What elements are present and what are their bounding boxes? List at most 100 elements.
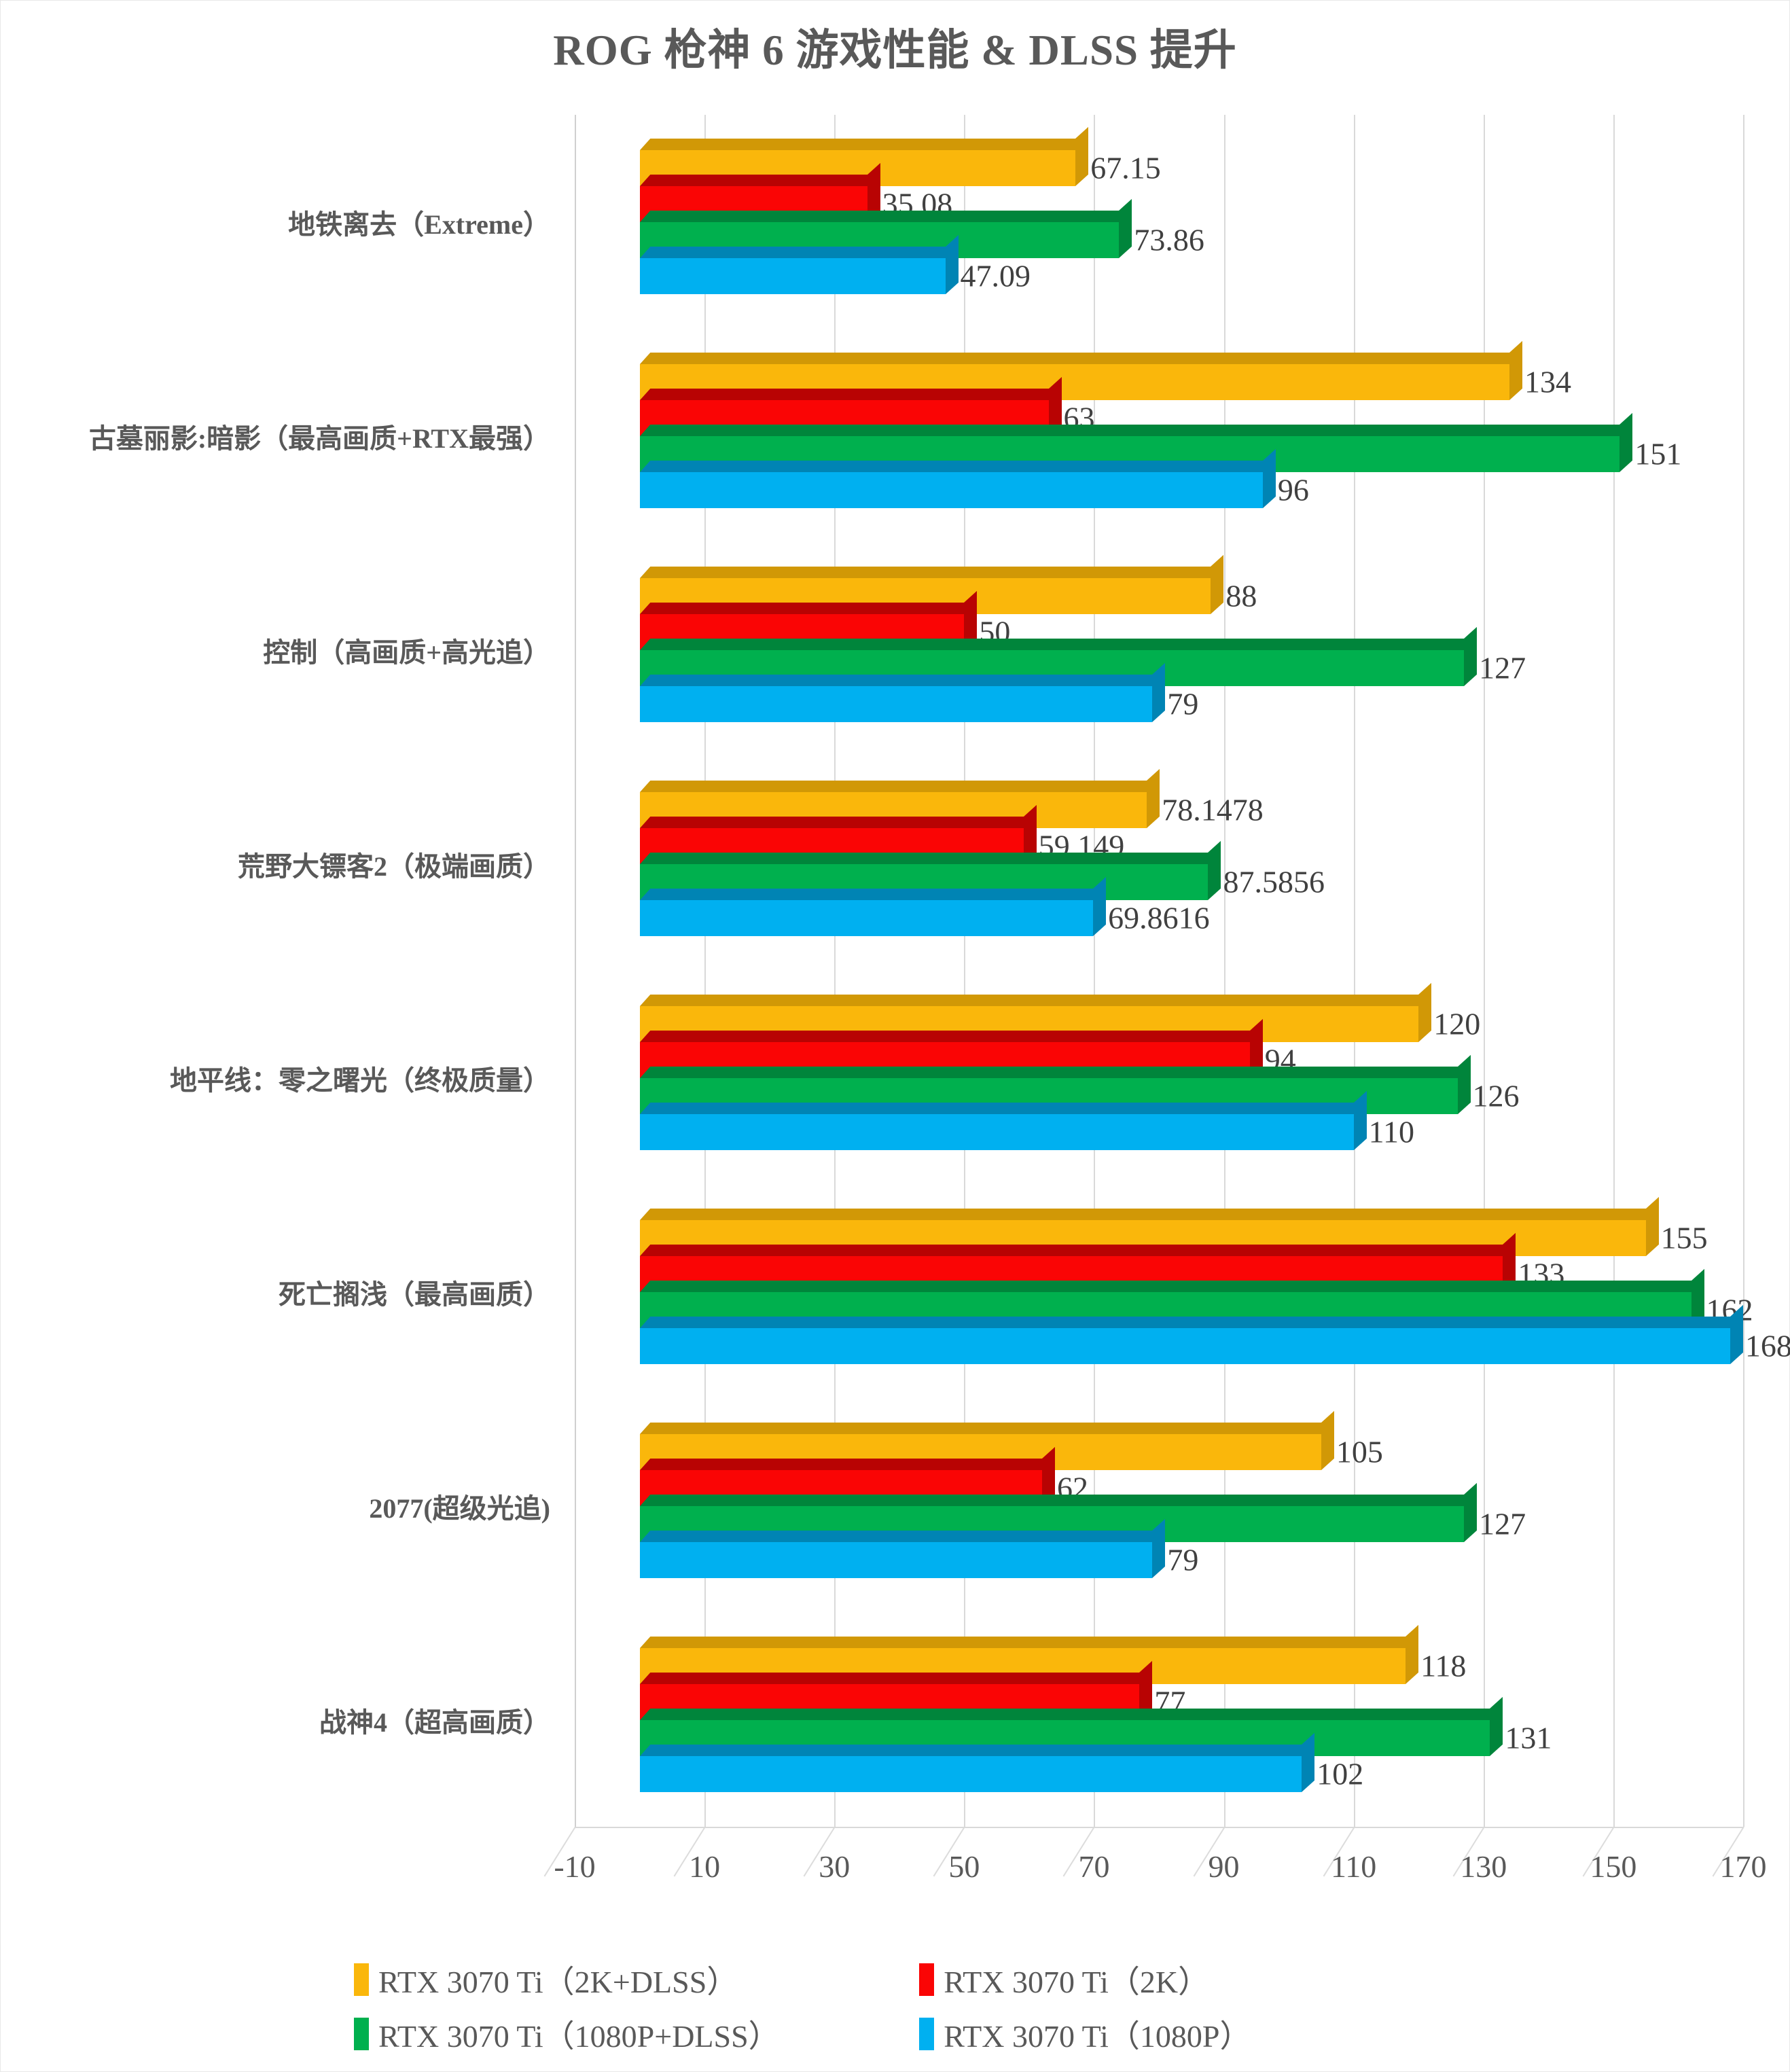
legend-item[interactable]: RTX 3070 Ti（1080P+DLSS） — [354, 2012, 888, 2056]
axis-floor-line — [575, 1827, 1743, 1828]
bar-top-face — [639, 816, 1035, 828]
x-tick-label: -10 — [554, 1849, 596, 1884]
bar[interactable]: 168 — [639, 1304, 1790, 1364]
bar[interactable]: 79 — [639, 662, 1198, 722]
x-tick-label: 110 — [1331, 1849, 1377, 1884]
legend-label: RTX 3070 Ti（2K） — [944, 1965, 1210, 1999]
bar-value-label: 131 — [1505, 1720, 1552, 1755]
bar-top-face — [639, 388, 1059, 400]
legend-item[interactable]: RTX 3070 Ti（2K+DLSS） — [354, 1957, 888, 2002]
bar-row: 110 — [575, 1090, 1743, 1150]
legend-color-swatch — [354, 2018, 369, 2050]
bar-top-face — [639, 1494, 1475, 1506]
bar-end-cap — [1119, 198, 1132, 258]
gridline — [834, 115, 836, 1827]
x-tick-label: 150 — [1590, 1849, 1637, 1884]
bar-top-face — [639, 1672, 1150, 1684]
gridline — [575, 115, 576, 1827]
bar-top-face — [639, 1102, 1364, 1114]
bar-face — [639, 899, 1094, 936]
bar-value-label: 134 — [1524, 364, 1571, 399]
bar-value-label: 102 — [1317, 1756, 1364, 1791]
x-tick-label: 10 — [689, 1849, 721, 1884]
bar-top-face — [639, 174, 878, 186]
bar-top-face — [639, 1280, 1702, 1292]
bar[interactable]: 110 — [639, 1090, 1414, 1150]
category-group: 死亡搁浅（最高画质） 155 133 162 168 — [279, 1185, 1790, 1399]
bar[interactable]: 102 — [639, 1732, 1363, 1792]
bar[interactable]: 69.8616 — [639, 876, 1210, 936]
bar-top-face — [639, 1030, 1261, 1042]
bar[interactable]: 67.15 — [639, 126, 1161, 186]
legend-label: RTX 3070 Ti（2K+DLSS） — [378, 1965, 738, 1999]
x-axis-tick-labels: -10 10 30 50 70 90 110 130 150 170 — [554, 1848, 1766, 1896]
gridline — [704, 115, 706, 1827]
bar-top-face — [639, 888, 1104, 900]
bar[interactable]: 134 — [639, 340, 1571, 400]
bar-value-label: 73.86 — [1134, 222, 1204, 257]
category-group: 战神4（超高画质） 118 77 131 102 — [319, 1613, 1743, 1827]
gridline — [1743, 115, 1744, 1827]
legend-item[interactable]: RTX 3070 Ti（1080P） — [919, 2012, 1359, 2056]
bar-top-face — [639, 1636, 1416, 1648]
category-label: 地平线：零之曙光（终极质量） — [170, 1065, 550, 1096]
bar-value-label: 126 — [1472, 1078, 1520, 1113]
bar-top-face — [639, 852, 1219, 864]
bar-value-label: 127 — [1479, 1506, 1526, 1541]
bar-end-cap — [1152, 662, 1166, 722]
category-group: 地平线：零之曙光（终极质量） 120 94 126 110 — [170, 971, 1743, 1185]
category-group: 2077(超级光追) 105 62 127 79 — [369, 1399, 1743, 1613]
gridline — [964, 115, 966, 1827]
bar-end-cap — [1147, 768, 1160, 828]
category-label: 死亡搁浅（最高画质） — [279, 1279, 550, 1310]
bar-top-face — [639, 138, 1086, 150]
bar-value-label: 151 — [1634, 436, 1682, 471]
bar-top-face — [639, 1530, 1163, 1542]
bar-value-label: 105 — [1336, 1434, 1383, 1469]
bar-row: 47.09 — [575, 234, 1743, 294]
bar-value-label: 79 — [1167, 686, 1199, 721]
bar-value-label: 87.5856 — [1223, 864, 1325, 899]
gridline — [1483, 115, 1485, 1827]
bar-value-label: 168 — [1744, 1328, 1790, 1363]
bar-end-cap — [1093, 876, 1107, 936]
category-group: 荒野大镖客2（极端画质） 78.1478 59.149 87.5856 69.8616 — [238, 757, 1743, 971]
bar-value-label: 120 — [1433, 1006, 1481, 1041]
bar-top-face — [639, 566, 1221, 578]
category-group: 古墓丽影:暗影（最高画质+RTX最强） 134 63 151 96 — [89, 329, 1743, 543]
x-tick-label: 50 — [948, 1849, 980, 1884]
bar-end-cap — [1152, 1518, 1166, 1578]
bar-end-cap — [1509, 340, 1522, 400]
bar-top-face — [639, 638, 1475, 650]
category-label: 战神4（超高画质） — [319, 1707, 550, 1738]
bar-top-face — [639, 210, 1130, 222]
legend-item[interactable]: RTX 3070 Ti（2K） — [919, 1957, 1359, 2002]
bar[interactable]: 96 — [639, 448, 1309, 508]
bar-end-cap — [1645, 1196, 1659, 1256]
bar-end-cap — [1406, 1624, 1419, 1684]
bar-top-face — [639, 674, 1163, 686]
x-tick-label: 130 — [1460, 1849, 1507, 1884]
bar-top-face — [639, 1744, 1312, 1756]
bar-top-face — [639, 246, 956, 258]
category-group: 控制（高画质+高光追） 88 50 127 79 — [263, 543, 1743, 757]
bar-value-label: 67.15 — [1090, 150, 1161, 185]
gridline — [1223, 115, 1225, 1827]
bar-face — [639, 257, 946, 294]
bar-top-face — [639, 1208, 1656, 1220]
bar[interactable]: 47.09 — [639, 234, 1031, 294]
bar-end-cap — [1321, 1410, 1334, 1470]
gridline — [1613, 115, 1615, 1827]
bar-end-cap — [1619, 412, 1633, 472]
x-tick-label: 170 — [1719, 1849, 1767, 1884]
category-label: 地铁离去（Extreme） — [288, 209, 550, 240]
bar-value-label: 79 — [1167, 1542, 1199, 1577]
bar-value-label: 88 — [1225, 578, 1257, 613]
category-label: 荒野大镖客2（极端画质） — [238, 851, 550, 882]
bar-top-face — [639, 424, 1630, 436]
bar[interactable]: 79 — [639, 1518, 1198, 1578]
bar-top-face — [639, 1708, 1501, 1720]
bar-row: 79 — [575, 1518, 1743, 1578]
bar-face — [639, 1113, 1354, 1150]
